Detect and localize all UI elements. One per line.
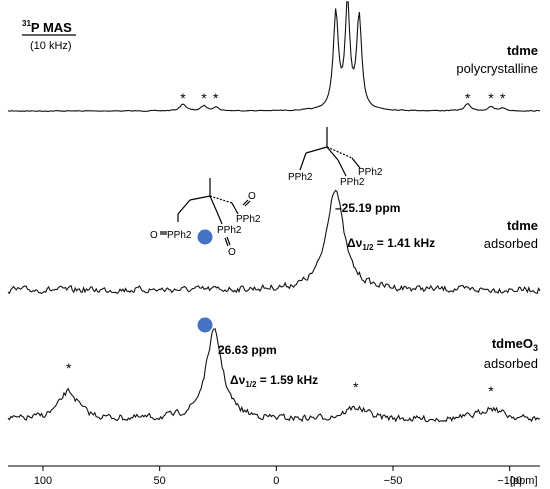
- spectrum-trace-tdmeO3-adsorbed: [7, 328, 541, 423]
- sideband-star-7: *: [353, 379, 359, 395]
- series-3-name: tdmeO3: [492, 336, 538, 353]
- series-2-subtitle: adsorbed: [484, 236, 538, 251]
- linewidth-sub-tdme: 1/2: [362, 243, 374, 252]
- molecule-tdmeO3: [160, 178, 251, 247]
- series-2-name: tdme: [507, 218, 538, 233]
- sideband-star-6: *: [66, 360, 72, 376]
- series-1-name: tdme: [507, 43, 538, 58]
- sideband-star-4: *: [488, 90, 494, 106]
- x-axis-unit: [ppm]: [510, 475, 538, 487]
- nucleus-title: 31P MAS: [22, 19, 72, 35]
- x-tick-label-3: −50: [384, 475, 403, 487]
- series-3-name-sub: 3: [533, 343, 538, 353]
- molecule-tdmeO3-oxide-2: O: [228, 247, 236, 258]
- molecule-tdmeO3-oxide-3: O: [248, 191, 256, 202]
- molecule-tdme-label-2: PPh2: [340, 177, 365, 188]
- spectrum-trace-tdme-adsorbed: [7, 189, 541, 295]
- molecule-tdme-label-1: PPh2: [288, 172, 313, 183]
- series-3-name-main: tdmeO: [492, 336, 533, 351]
- linewidth-value-tdmeO3: = 1.59 kHz: [256, 373, 318, 387]
- x-tick-label-2: 0: [273, 475, 279, 487]
- sideband-star-2: *: [213, 90, 219, 106]
- x-tick-label-0: 100: [34, 475, 52, 487]
- molecule-tdmeO3-label-2: PPh2: [217, 225, 242, 236]
- series-1-subtitle: polycrystalline: [456, 61, 538, 76]
- sideband-markers: * * * * * * * * *: [66, 90, 506, 399]
- nucleus-superscript: 31: [22, 19, 31, 28]
- molecule-tdme: [299, 127, 361, 177]
- sideband-star-1: *: [201, 90, 207, 106]
- species-marker-tdmeO3: [197, 317, 213, 333]
- molecule-tdmeO3-label-3: PPh2: [236, 214, 261, 225]
- linewidth-symbol-tdme: Δν: [347, 236, 363, 250]
- linewidth-value-tdme: = 1.41 kHz: [373, 236, 435, 250]
- x-tick-label-1: 50: [154, 475, 166, 487]
- sideband-star-5: *: [500, 90, 506, 106]
- spectrum-trace-polycrystalline: [7, 0, 541, 112]
- molecule-tdmeO3-label-1: PPh2: [167, 230, 192, 241]
- linewidth-sub-tdmeO3: 1/2: [245, 380, 257, 389]
- linewidth-label-tdmeO3: Δν1/2 = 1.59 kHz: [230, 373, 318, 389]
- x-axis-ticks: 100 50 0 −50 −100: [34, 466, 522, 487]
- molecule-tdmeO3-oxide-1: O: [150, 230, 158, 241]
- sideband-star-3: *: [465, 90, 471, 106]
- molecule-tdme-label-3: PPh2: [358, 167, 383, 178]
- sideband-star-0: *: [180, 90, 186, 106]
- nucleus-title-text: P MAS: [31, 20, 72, 35]
- x-tick-label-4: −100: [497, 475, 522, 487]
- species-marker-tdme: [197, 229, 213, 245]
- peak-label-tdmeO3: 26.63 ppm: [218, 343, 277, 357]
- spinning-rate: (10 kHz): [30, 40, 72, 52]
- series-3-subtitle: adsorbed: [484, 356, 538, 371]
- linewidth-label-tdme: Δν1/2 = 1.41 kHz: [347, 236, 435, 252]
- peak-label-tdme: –25.19 ppm: [335, 201, 400, 215]
- sideband-star-8: *: [488, 383, 494, 399]
- linewidth-symbol-tdmeO3: Δν: [230, 373, 246, 387]
